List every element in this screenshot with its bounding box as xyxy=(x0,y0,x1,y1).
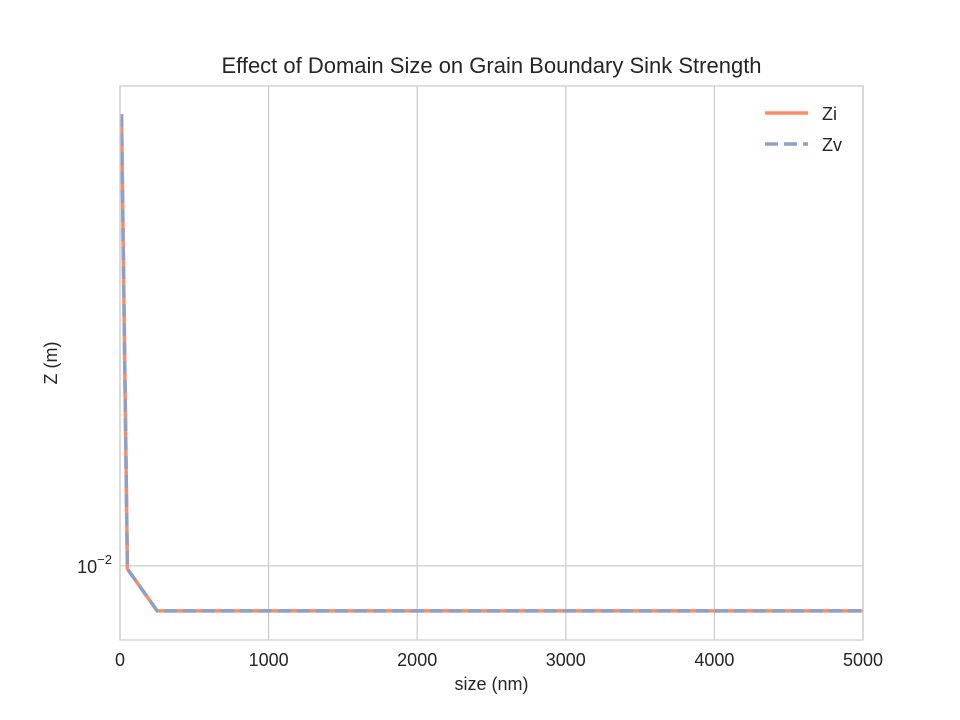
y-axis-ticks: 10−2 xyxy=(77,552,112,577)
plot-frame xyxy=(119,85,864,641)
y-axis-label: Z (m) xyxy=(41,342,61,385)
x-axis-label: size (nm) xyxy=(454,674,528,694)
x-tick-label: 0 xyxy=(115,650,125,670)
legend-label-zi: Zi xyxy=(822,104,837,124)
series-layer xyxy=(119,114,863,613)
series-line-zv xyxy=(119,114,863,613)
legend-label-zv: Zv xyxy=(822,135,842,155)
x-tick-label: 1000 xyxy=(249,650,289,670)
plot-area xyxy=(120,86,863,640)
x-tick-label: 3000 xyxy=(546,650,586,670)
x-tick-label: 5000 xyxy=(843,650,883,670)
y-tick-exponent: −2 xyxy=(97,552,112,567)
legend: Zi Zv xyxy=(765,104,842,155)
chart-title: Effect of Domain Size on Grain Boundary … xyxy=(221,53,761,78)
y-tick-label: 10−2 xyxy=(77,552,112,577)
x-axis-ticks: 0 1000 2000 3000 4000 5000 xyxy=(115,650,883,670)
x-tick-label: 2000 xyxy=(397,650,437,670)
y-tick-base: 10 xyxy=(77,557,97,577)
x-tick-label: 4000 xyxy=(694,650,734,670)
